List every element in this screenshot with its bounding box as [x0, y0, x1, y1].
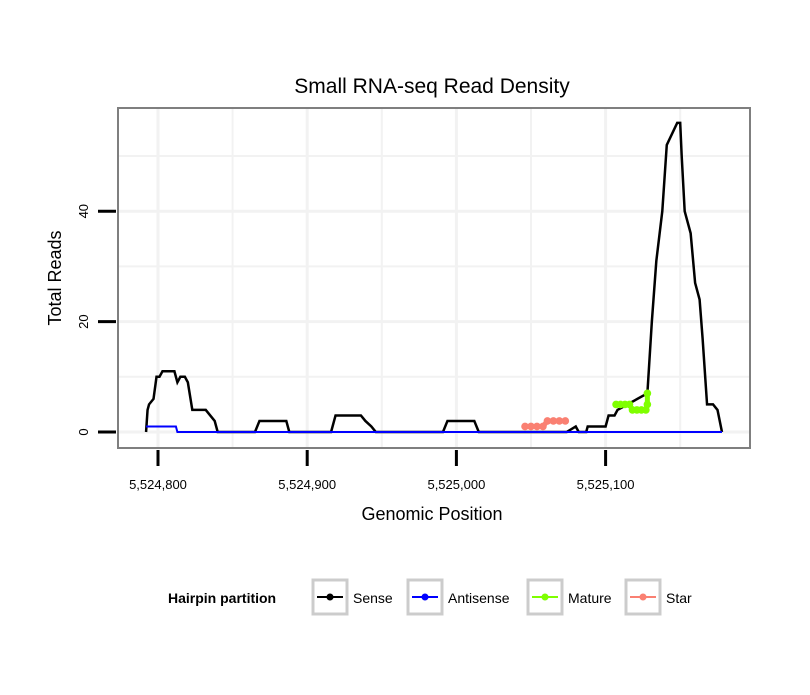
x-axis: 5,524,800 5,524,900 5,525,000 5,525,100: [129, 450, 635, 492]
legend-label-star: Star: [666, 590, 692, 606]
x-tick-label: 5,525,000: [427, 477, 485, 492]
data-point-star: [521, 422, 529, 431]
x-tick-label: 5,524,900: [278, 477, 336, 492]
chart-title: Small RNA-seq Read Density: [294, 75, 570, 98]
legend-key-point: [639, 593, 647, 601]
x-tick-label: 5,524,800: [129, 477, 187, 492]
legend-key-point: [326, 593, 334, 601]
legend: Hairpin partition Sense Antisense Mature St…: [168, 578, 692, 616]
data-point-mature: [643, 389, 652, 398]
series-layer: [144, 121, 724, 434]
data-point-mature: [643, 400, 652, 409]
legend-key-point: [541, 593, 549, 601]
data-point-star: [549, 417, 558, 425]
y-tick-label: 40: [76, 204, 91, 218]
data-point-star: [555, 417, 564, 425]
legend-key-point: [421, 593, 429, 601]
y-axis-label: Total Reads: [45, 230, 65, 325]
grid-lines: [119, 109, 749, 447]
x-axis-label: Genomic Position: [361, 504, 502, 524]
data-point-star: [561, 417, 570, 425]
x-tick-label: 5,525,100: [577, 477, 635, 492]
data-point-star: [533, 422, 541, 431]
series-line-antisense: [146, 425, 722, 433]
data-point-star: [527, 422, 535, 431]
data-point-star: [539, 422, 547, 431]
legend-label-mature: Mature: [568, 590, 612, 606]
legend-title: Hairpin partition: [168, 590, 276, 606]
data-point-star: [543, 417, 552, 425]
legend-label-antisense: Antisense: [448, 590, 510, 606]
series-line-sense: [144, 121, 724, 434]
y-tick-label: 0: [76, 428, 91, 435]
y-tick-label: 20: [76, 314, 91, 328]
y-axis: 0 20 40: [76, 204, 116, 436]
legend-label-sense: Sense: [353, 590, 393, 606]
